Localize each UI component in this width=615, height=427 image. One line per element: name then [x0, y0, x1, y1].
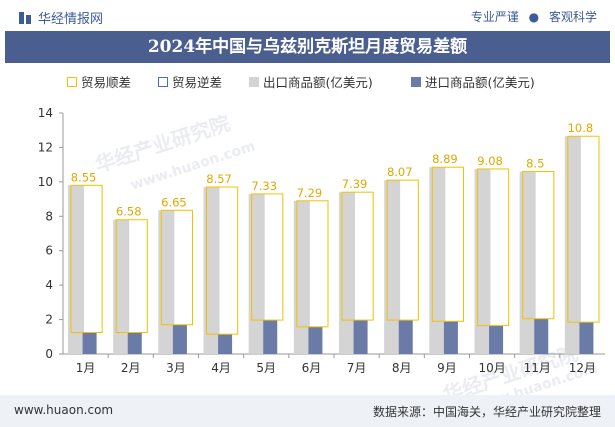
x-tick-label: 9月 [437, 361, 457, 375]
x-tick-label: 11月 [524, 361, 551, 375]
tagline-right: 客观科学 [548, 10, 597, 24]
y-tick-label: 4 [45, 278, 53, 292]
export-bar [293, 200, 310, 354]
import-bar [579, 322, 594, 354]
surplus-bar [70, 184, 103, 333]
surplus-data-label: 7.33 [251, 179, 277, 193]
export-bar [248, 193, 265, 354]
legend-swatch-surplus [67, 76, 77, 87]
x-tick-label: 2月 [121, 361, 141, 375]
y-tick-label: 10 [38, 175, 53, 189]
x-tick-label: 10月 [478, 361, 505, 375]
surplus-bar [522, 171, 555, 320]
surplus-data-label: 8.07 [387, 165, 413, 179]
y-tick-label: 14 [38, 106, 53, 120]
import-bar [172, 324, 187, 354]
export-bar [113, 219, 130, 354]
export-bar [474, 168, 491, 354]
top-bar: 华经情报网 专业严谨 ● 客观科学 [0, 0, 615, 32]
import-bar [398, 320, 413, 354]
export-bar [519, 171, 536, 354]
legend-item-export: 出口商品额(亿美元) [249, 72, 373, 91]
tagline-separator: ● [528, 10, 540, 24]
surplus-bar [341, 191, 374, 321]
chart-canvas: 0 2 4 6 8 10 12 14 8.55 1月 6.58 2月 6.65 3月 8.57 4月 7.33 5… [38, 106, 605, 375]
chart-title: 2024年中国与乌兹别克斯坦月度贸易差额 [5, 31, 610, 63]
import-bar [443, 321, 458, 354]
import-bar [308, 326, 323, 354]
legend-swatch-import [411, 76, 421, 87]
surplus-bar [477, 168, 510, 327]
surplus-bar [206, 186, 239, 335]
surplus-bar [160, 209, 193, 326]
import-bar [489, 325, 504, 354]
legend-swatch-deficit [158, 76, 168, 87]
legend-item-deficit: 贸易逆差 [158, 72, 222, 91]
legend-item-import: 进口商品额(亿美元) [411, 72, 535, 91]
y-tick-label: 2 [45, 313, 53, 327]
surplus-data-label: 7.39 [342, 177, 368, 191]
tagline-left: 专业严谨 [470, 10, 519, 24]
surplus-data-label: 8.57 [206, 172, 232, 186]
import-bar [82, 332, 97, 354]
surplus-data-label: 6.58 [116, 205, 142, 219]
bar-logo-icon [18, 11, 32, 25]
surplus-bar [386, 179, 419, 321]
surplus-data-label: 8.89 [432, 152, 458, 166]
export-bar [68, 185, 84, 354]
surplus-data-label: 7.29 [297, 186, 323, 200]
surplus-data-label: 9.08 [477, 154, 503, 168]
surplus-data-label: 6.65 [161, 195, 187, 209]
legend-item-surplus: 贸易顺差 [67, 72, 131, 91]
brand-name: 华经情报网 [38, 12, 104, 27]
x-tick-label: 6月 [302, 361, 322, 375]
import-bar [263, 320, 278, 354]
legend-label-export: 出口商品额(亿美元) [263, 75, 373, 90]
y-tick-label: 6 [45, 244, 53, 258]
legend-swatch-export [249, 76, 259, 87]
import-bar [353, 320, 368, 354]
footer: www.huaon.com 数据来源：中国海关，华经产业研究院整理 [0, 395, 615, 427]
import-bar [534, 318, 549, 354]
x-tick-label: 8月 [392, 361, 412, 375]
x-tick-label: 1月 [76, 361, 96, 375]
y-tick-label: 0 [45, 347, 53, 361]
x-tick-label: 7月 [347, 361, 367, 375]
surplus-data-label: 10.8 [568, 121, 594, 135]
footer-source: 数据来源：中国海关，华经产业研究院整理 [372, 405, 601, 419]
y-tick-label: 8 [45, 209, 53, 223]
surplus-bar [567, 135, 600, 323]
surplus-bar [431, 166, 465, 322]
export-bar [203, 187, 220, 354]
legend-label-surplus: 贸易顺差 [81, 75, 132, 90]
brand: 华经情报网 [18, 8, 103, 27]
export-bar [429, 167, 446, 354]
footer-url: www.huaon.com [14, 403, 114, 417]
x-tick-label: 3月 [166, 361, 186, 375]
surplus-data-label: 8.5 [526, 157, 544, 171]
chart-legend: 贸易顺差 贸易逆差 出口商品额(亿美元) 进口商品额(亿美元) [0, 72, 615, 92]
export-bar [564, 136, 581, 354]
x-tick-label: 4月 [211, 361, 231, 375]
import-bar [127, 332, 142, 354]
y-tick-label: 12 [38, 140, 53, 154]
export-bar [339, 192, 355, 354]
legend-label-deficit: 贸易逆差 [172, 75, 223, 90]
export-bar [384, 180, 401, 354]
export-bar [158, 210, 175, 354]
import-bar [218, 334, 233, 354]
x-tick-label: 12月 [569, 361, 596, 375]
surplus-data-label: 8.55 [71, 170, 97, 184]
surplus-bar [115, 219, 148, 333]
surplus-bar [296, 200, 329, 328]
legend-label-import: 进口商品额(亿美元) [425, 75, 535, 90]
tagline: 专业严谨 ● 客观科学 [471, 8, 597, 25]
x-tick-label: 5月 [256, 361, 276, 375]
surplus-bar [251, 193, 284, 321]
